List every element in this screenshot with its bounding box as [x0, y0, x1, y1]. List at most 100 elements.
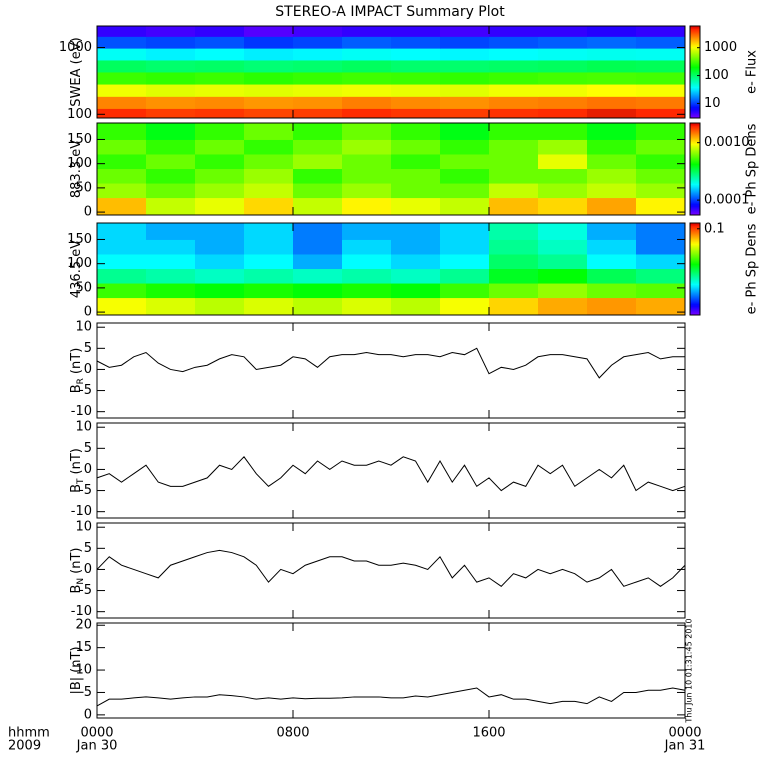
heatmap-cell	[195, 84, 245, 97]
y-tick-label: 10	[75, 320, 92, 335]
heatmap-cell	[244, 283, 294, 299]
heatmap-cell	[244, 71, 294, 85]
heatmap-cell	[195, 96, 245, 109]
colorbar-segment	[690, 112, 700, 115]
heatmap-cell	[342, 84, 392, 97]
y-axis-label-main: B	[69, 384, 84, 393]
heatmap-cell	[97, 183, 147, 199]
y-axis-label-sub: R	[76, 378, 86, 384]
colorbar-segment	[690, 241, 700, 244]
colorbar-segment	[690, 74, 700, 77]
heatmap-cell	[391, 48, 441, 61]
heatmap-cell	[244, 48, 294, 61]
data-line	[96, 687, 686, 707]
heatmap-cell	[195, 197, 245, 216]
y-axis-label: 883.3 eV	[69, 140, 84, 198]
colorbar-segment	[690, 165, 700, 168]
heatmap-cell	[342, 168, 392, 184]
heatmap-cell	[97, 223, 147, 240]
heatmap-cell	[391, 139, 441, 155]
colorbar-segment	[690, 311, 700, 314]
heatmap-cell	[587, 253, 637, 270]
colorbar-segment	[690, 42, 700, 45]
heatmap-cell	[489, 239, 539, 255]
heatmap-cell	[636, 48, 686, 61]
heatmap-cell	[146, 183, 196, 199]
heatmap-cell	[391, 268, 441, 284]
heatmap-cell	[195, 153, 245, 170]
heatmap-cell	[636, 197, 686, 216]
heatmap-cell	[391, 96, 441, 109]
colorbar-segment	[690, 293, 700, 296]
colorbar-segment	[690, 297, 700, 300]
heatmap-cell	[636, 71, 686, 85]
heatmap-cell	[391, 36, 441, 49]
colorbar-segment	[690, 289, 700, 292]
y-tick-label: 100	[67, 156, 92, 171]
heatmap-cell	[489, 96, 539, 109]
heatmap-cell	[146, 84, 196, 97]
panel-frame	[96, 122, 686, 216]
colorbar-segment	[690, 94, 700, 97]
colorbar-segment	[690, 287, 700, 290]
colorbar-segment	[690, 283, 700, 286]
colorbar-tick-label: 0.1	[704, 221, 725, 236]
colorbar-segment	[690, 207, 700, 210]
x-date-label: Jan 30	[76, 739, 118, 754]
colorbar-segment	[690, 291, 700, 294]
colorbar-segment	[690, 269, 700, 272]
heatmap-cell	[538, 239, 588, 255]
colorbar-segment	[690, 123, 700, 126]
heatmap-cell	[636, 108, 686, 119]
colorbar-segment	[690, 209, 700, 212]
heatmap-cell	[636, 153, 686, 170]
heatmap-cell	[146, 239, 196, 255]
data-line	[96, 549, 686, 587]
heatmap-cell	[636, 168, 686, 184]
heatmap-cell	[440, 96, 490, 109]
y-tick-label: 10	[75, 663, 92, 678]
heatmap-cell	[538, 283, 588, 299]
colorbar-segment	[690, 72, 700, 75]
heatmap-cell	[636, 297, 686, 316]
heatmap-cell	[146, 36, 196, 49]
colorbar-segment	[690, 106, 700, 109]
heatmap-cell	[489, 71, 539, 85]
colorbar-segment	[690, 40, 700, 43]
heatmap-cell	[489, 48, 539, 61]
heatmap-cell	[195, 168, 245, 184]
heatmap-cell	[342, 48, 392, 61]
y-tick-label: -5	[79, 583, 92, 598]
colorbar-segment	[690, 205, 700, 208]
heatmap-cell	[195, 71, 245, 85]
heatmap-cell	[342, 71, 392, 85]
heatmap-cell	[342, 223, 392, 240]
heatmap-cell	[587, 139, 637, 155]
heatmap-cell	[195, 183, 245, 199]
heatmap-cell	[342, 268, 392, 284]
heatmap-cell	[489, 36, 539, 49]
heatmap-cell	[244, 108, 294, 119]
heatmap-cell	[391, 71, 441, 85]
heatmap-cell	[440, 84, 490, 97]
heatmap-cell	[195, 108, 245, 119]
colorbar-segment	[690, 261, 700, 264]
heatmap-cell	[293, 71, 343, 85]
heatmap-cell	[391, 84, 441, 97]
heatmap-cell	[440, 48, 490, 61]
colorbar-segment	[690, 52, 700, 55]
colorbar-segment	[690, 70, 700, 73]
heatmap-cell	[489, 183, 539, 199]
colorbar-segment	[690, 157, 700, 160]
colorbar-segment	[690, 279, 700, 282]
heatmap-cell	[97, 153, 147, 170]
heatmap-cell	[636, 268, 686, 284]
heatmap-cell	[342, 153, 392, 170]
y-tick-label: 150	[67, 232, 92, 247]
heatmap-cell	[391, 153, 441, 170]
y-tick-label: -10	[71, 504, 92, 519]
y-tick-label: 5	[84, 441, 92, 456]
y-axis-label-sub: T	[76, 478, 86, 485]
heatmap-cell	[244, 59, 294, 73]
heatmap-cell	[587, 48, 637, 61]
